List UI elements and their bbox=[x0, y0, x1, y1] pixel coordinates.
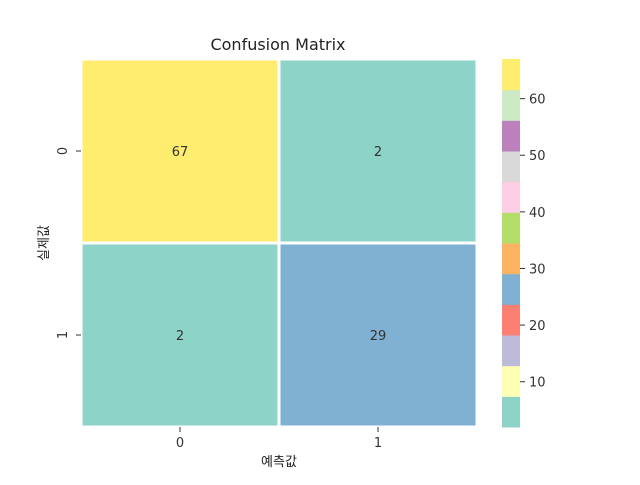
heatmap-cell-1-1 bbox=[277, 241, 479, 429]
colorbar-segment-8 bbox=[502, 151, 520, 183]
colorbar-segment-0 bbox=[502, 396, 520, 428]
cell-label-0-0: 67 bbox=[172, 145, 189, 160]
heatmap-cell-0-1 bbox=[277, 57, 479, 245]
x-axis-label: 예측값 bbox=[261, 455, 297, 470]
colorbar-segment-6 bbox=[502, 212, 520, 244]
colorbar-tick-label-5: 60 bbox=[529, 93, 546, 108]
heatmap-cell-1-0 bbox=[79, 241, 281, 429]
colorbar-tick-label-1: 20 bbox=[529, 319, 546, 334]
colorbar-segment-4 bbox=[502, 273, 520, 305]
x-tick-label-0: 0 bbox=[176, 436, 184, 451]
colorbar-segment-5 bbox=[502, 243, 520, 275]
colorbar-tick-label-3: 40 bbox=[529, 206, 546, 221]
colorbar-segment-2 bbox=[502, 335, 520, 367]
heatmap-cells: 67 2 2 29 bbox=[79, 57, 479, 429]
colorbar-ticks: 10 20 30 40 50 60 bbox=[520, 93, 546, 391]
chart-title: Confusion Matrix bbox=[210, 35, 345, 54]
cell-label-1-0: 2 bbox=[176, 329, 184, 344]
colorbar-segment-7 bbox=[502, 181, 520, 213]
colorbar-segment-10 bbox=[502, 89, 520, 121]
colorbar-segment-9 bbox=[502, 120, 520, 152]
cell-label-0-1: 2 bbox=[374, 145, 382, 160]
colorbar-segment-3 bbox=[502, 304, 520, 336]
y-axis-ticks: 01 bbox=[56, 147, 81, 339]
colorbar-segment-1 bbox=[502, 365, 520, 397]
heatmap-cell-0-0 bbox=[79, 57, 281, 245]
colorbar-segment-11 bbox=[502, 59, 520, 91]
colorbar bbox=[502, 59, 520, 428]
colorbar-tick-label-2: 30 bbox=[529, 262, 546, 277]
y-tick-label-1: 1 bbox=[56, 331, 71, 339]
cell-label-1-1: 29 bbox=[370, 329, 387, 344]
y-axis-label: 실제값 bbox=[37, 225, 52, 261]
colorbar-tick-label-4: 50 bbox=[529, 149, 546, 164]
y-tick-label-0: 0 bbox=[56, 147, 71, 155]
x-tick-label-1: 1 bbox=[374, 436, 382, 451]
colorbar-tick-label-0: 10 bbox=[529, 376, 546, 391]
